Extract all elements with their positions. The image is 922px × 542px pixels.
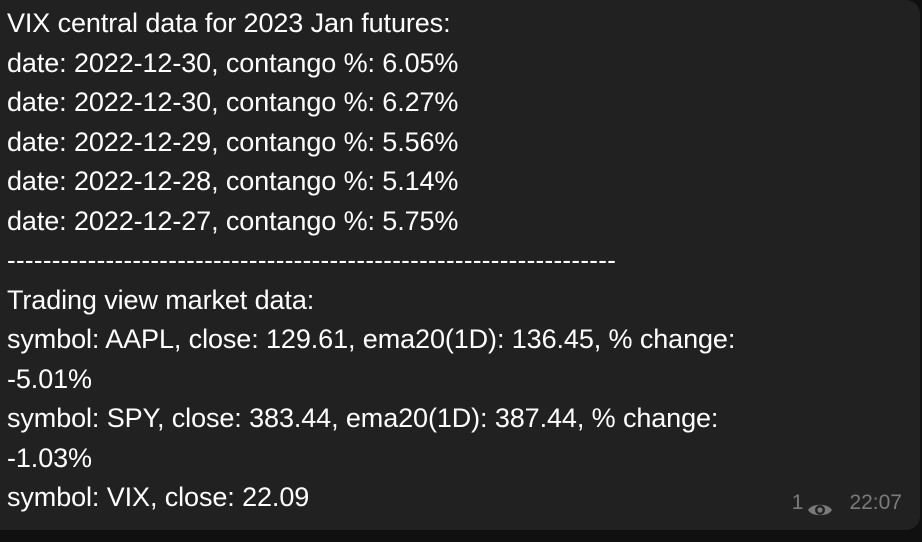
message-line: date: 2022-12-30, contango %: 6.05% — [7, 47, 459, 78]
message-time: 22:07 — [849, 490, 902, 514]
message-line: date: 2022-12-30, contango %: 6.27% — [7, 87, 459, 117]
message-line: VIX central data for 2023 Jan futures: — [7, 8, 451, 38]
message-divider: ----------------------------------------… — [7, 245, 617, 275]
message-line: symbol: SPY, close: 383.44, ema20(1D): 3… — [7, 403, 719, 433]
message-bubble[interactable]: VIX central data for 2023 Jan futures: d… — [0, 0, 920, 530]
message-line: date: 2022-12-28, contango %: 5.14% — [7, 166, 459, 196]
message-line: symbol: VIX, close: 22.09 — [7, 482, 310, 512]
message-line: date: 2022-12-27, contango %: 5.75% — [7, 205, 459, 236]
message-line: Trading view market data: — [7, 284, 315, 315]
message-line: -1.03% — [7, 442, 92, 473]
message-line: -5.01% — [7, 363, 92, 394]
message-line: date: 2022-12-29, contango %: 5.56% — [7, 126, 459, 157]
eye-icon — [807, 493, 833, 516]
views-count: 1 — [791, 490, 804, 514]
message-meta: 1 22:07 — [792, 483, 902, 523]
message-line: symbol: AAPL, close: 129.61, ema20(1D): … — [7, 324, 736, 354]
